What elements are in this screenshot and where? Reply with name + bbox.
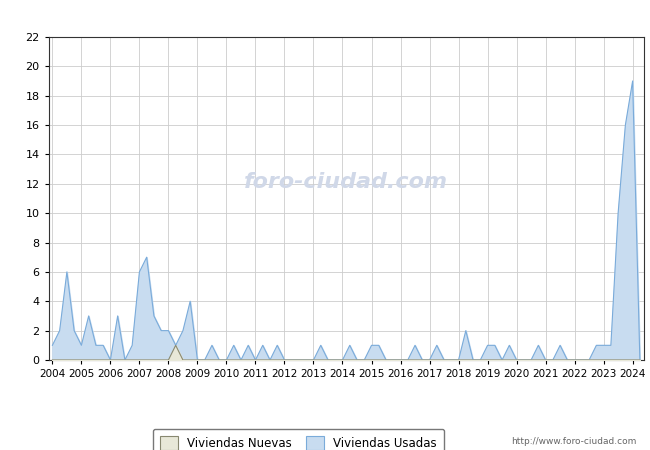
Text: foro-ciudad.com: foro-ciudad.com — [244, 172, 448, 192]
Text: Suflí  -  Evolucion del Nº de Transacciones Inmobiliarias: Suflí - Evolucion del Nº de Transaccione… — [108, 9, 542, 23]
Text: http://www.foro-ciudad.com: http://www.foro-ciudad.com — [512, 436, 637, 446]
Legend: Viviendas Nuevas, Viviendas Usadas: Viviendas Nuevas, Viviendas Usadas — [153, 429, 444, 450]
